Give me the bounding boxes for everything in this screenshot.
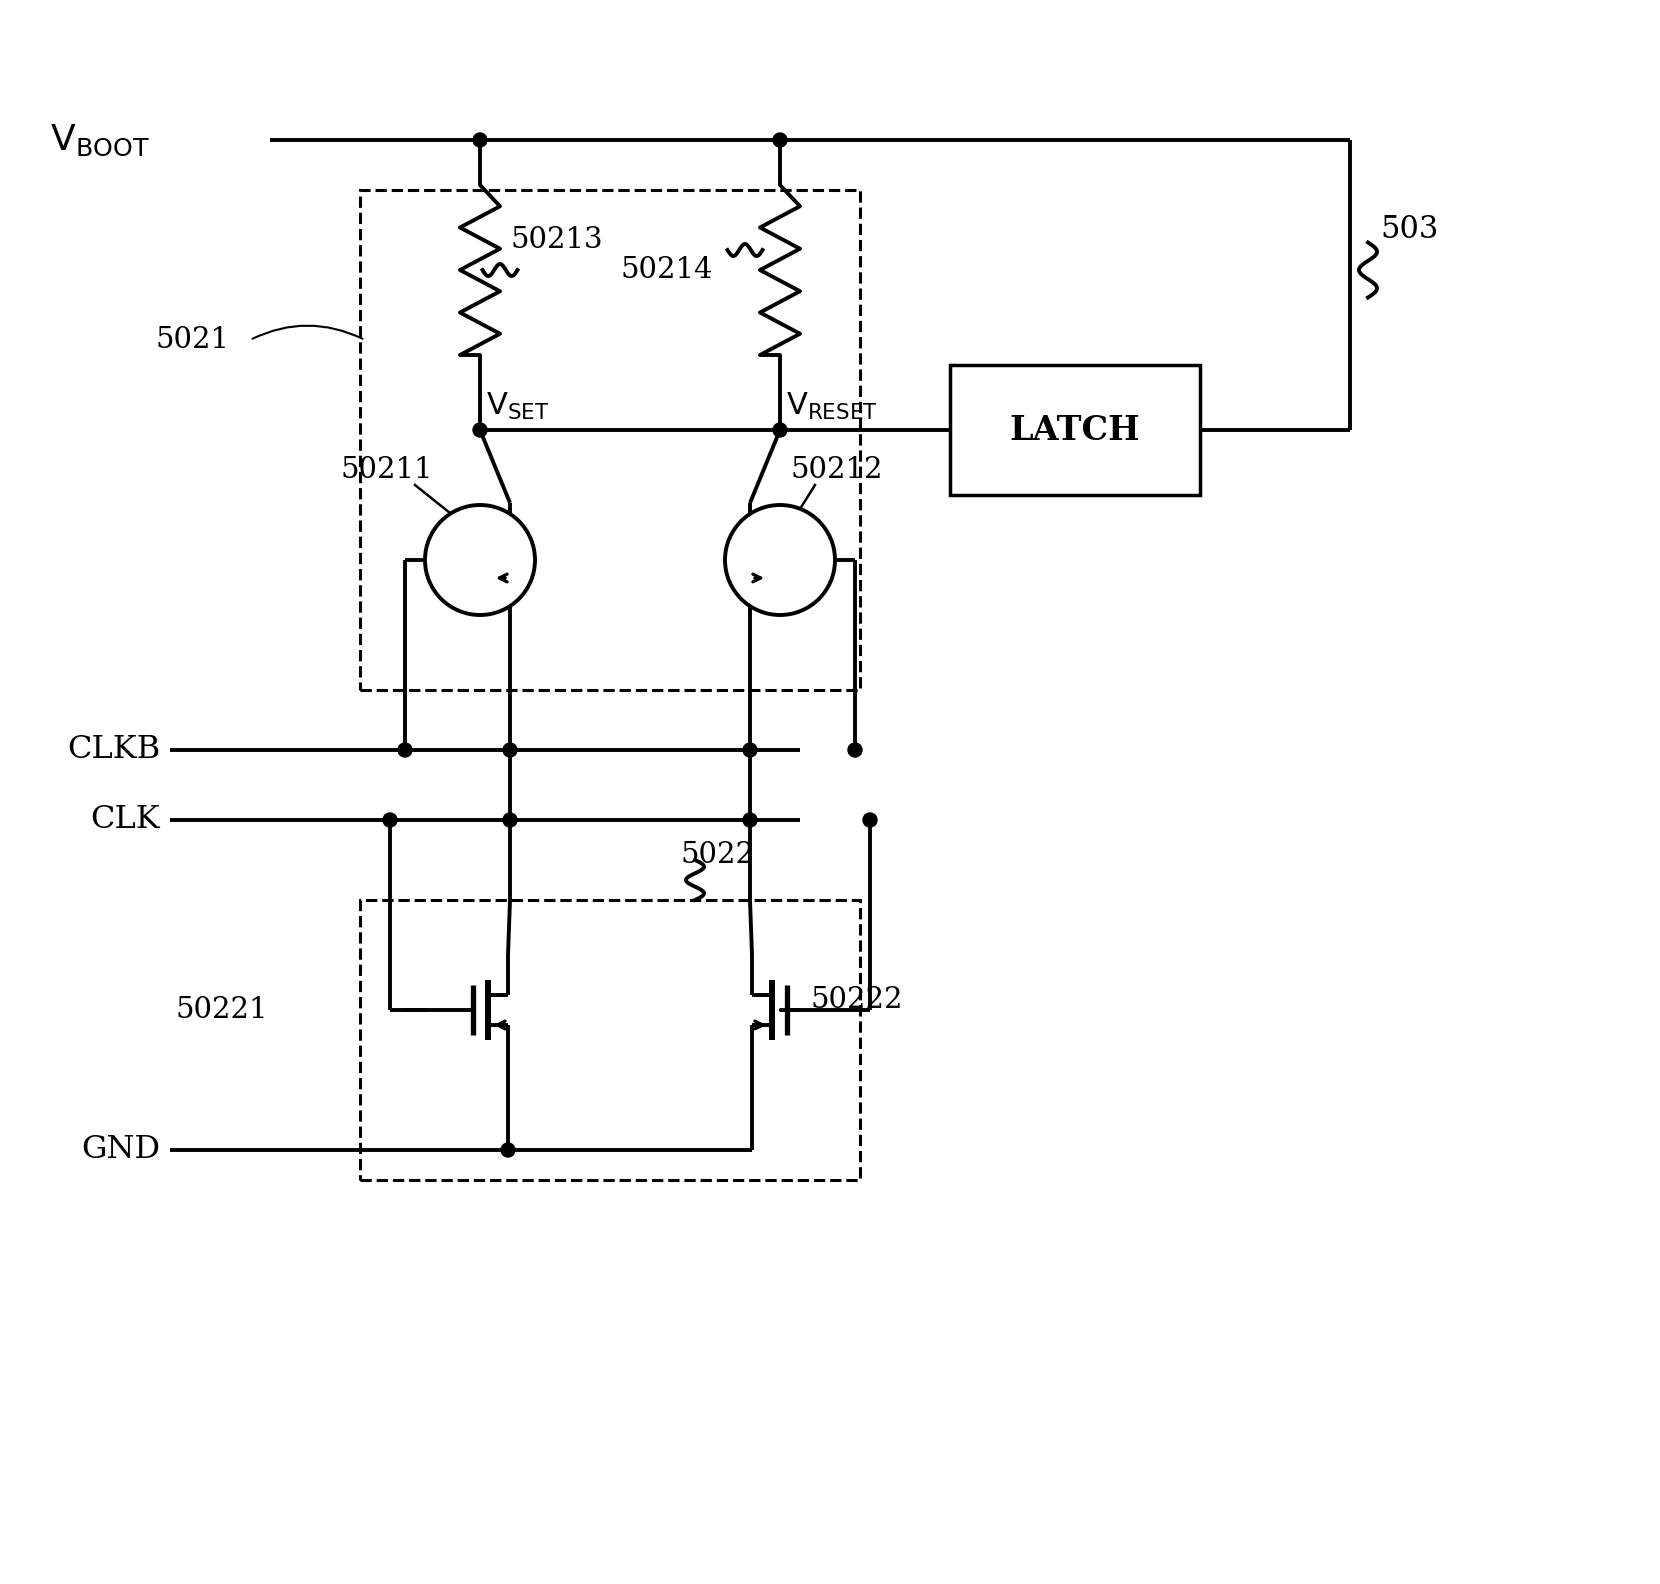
Circle shape (398, 743, 412, 757)
Text: $\mathrm{V_{BOOT}}$: $\mathrm{V_{BOOT}}$ (50, 122, 149, 158)
Text: $\mathrm{V_{RESET}}$: $\mathrm{V_{RESET}}$ (785, 391, 878, 421)
Circle shape (501, 1144, 515, 1156)
Circle shape (774, 423, 787, 437)
Text: LATCH: LATCH (1009, 413, 1140, 447)
Circle shape (744, 743, 757, 757)
Text: 50213: 50213 (510, 227, 603, 253)
Text: 50211: 50211 (340, 456, 433, 485)
Bar (360, 900, 860, 1180)
Text: 50221: 50221 (174, 996, 267, 1023)
Text: 50212: 50212 (790, 456, 883, 485)
Bar (950, 364, 1200, 494)
Circle shape (473, 423, 486, 437)
Text: $\mathrm{V_{SET}}$: $\mathrm{V_{SET}}$ (486, 391, 549, 421)
Circle shape (774, 133, 787, 147)
Text: 503: 503 (1379, 214, 1438, 246)
Text: CLK: CLK (90, 805, 159, 835)
Text: GND: GND (81, 1134, 159, 1166)
Circle shape (863, 813, 876, 827)
Text: CLKB: CLKB (66, 735, 159, 765)
Circle shape (744, 813, 757, 827)
Circle shape (503, 813, 516, 827)
Bar (360, 190, 860, 691)
Circle shape (503, 743, 516, 757)
Text: 50214: 50214 (619, 257, 712, 284)
Text: 5022: 5022 (681, 841, 754, 870)
FancyArrowPatch shape (252, 326, 362, 339)
Circle shape (383, 813, 397, 827)
Text: 50222: 50222 (810, 985, 903, 1014)
Circle shape (473, 133, 486, 147)
Circle shape (848, 743, 862, 757)
Circle shape (425, 505, 535, 615)
Text: 5021: 5021 (154, 326, 229, 353)
Circle shape (725, 505, 835, 615)
